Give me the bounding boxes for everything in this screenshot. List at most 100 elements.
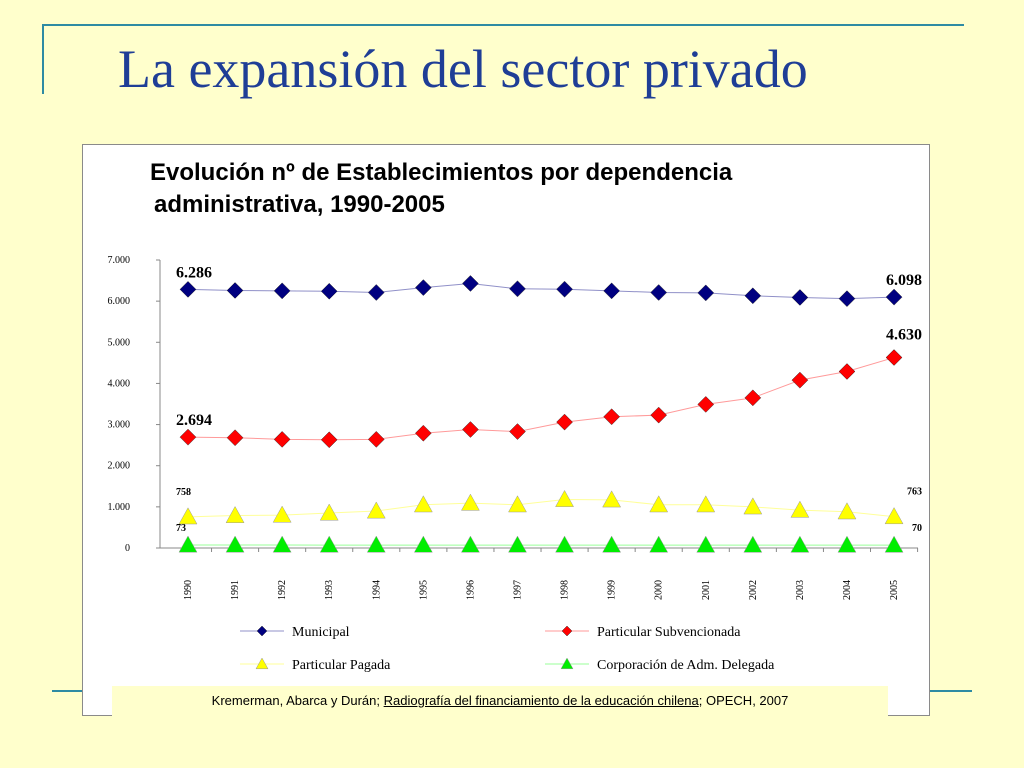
data-point bbox=[366, 535, 386, 553]
x-tick-label: 2002 bbox=[748, 580, 759, 600]
data-point bbox=[460, 493, 480, 511]
y-tick-label: 7.000 bbox=[108, 255, 131, 266]
data-point bbox=[884, 507, 904, 525]
data-label: 70 bbox=[912, 523, 922, 534]
data-point bbox=[460, 535, 480, 553]
x-tick-label: 1992 bbox=[277, 580, 288, 600]
y-tick-label: 2.000 bbox=[108, 461, 131, 472]
y-tick-label: 0 bbox=[125, 543, 130, 554]
data-point bbox=[413, 535, 433, 553]
data-point bbox=[273, 431, 291, 448]
chart-title: Evolución nº de Establecimientos por dep… bbox=[150, 157, 910, 221]
y-tick-label: 6.000 bbox=[108, 296, 131, 307]
data-point bbox=[884, 535, 904, 553]
source-work-link[interactable]: Radiografía del financiamiento de la edu… bbox=[383, 693, 699, 708]
data-label: 758 bbox=[176, 487, 191, 498]
data-point bbox=[885, 288, 903, 306]
data-point bbox=[649, 495, 669, 513]
x-tick-label: 1997 bbox=[512, 580, 523, 600]
x-tick-label: 1993 bbox=[324, 580, 335, 600]
x-tick-label: 1991 bbox=[230, 580, 241, 600]
data-point bbox=[696, 495, 716, 513]
source-rest: ; OPECH, 2007 bbox=[698, 693, 789, 708]
legend-marker bbox=[560, 657, 574, 670]
legend-label: Corporación de Adm. Delegada bbox=[597, 658, 775, 673]
data-point bbox=[509, 423, 526, 440]
x-tick-label: 2003 bbox=[795, 580, 806, 600]
data-point bbox=[743, 535, 763, 553]
series-line-2 bbox=[187, 498, 895, 518]
data-point bbox=[178, 507, 198, 525]
x-tick-label: 1998 bbox=[560, 580, 571, 600]
legend-label: Particular Pagada bbox=[292, 658, 391, 673]
series-line-0 bbox=[187, 282, 895, 300]
data-point bbox=[319, 503, 339, 521]
x-tick-label: 1994 bbox=[371, 580, 382, 600]
data-point bbox=[273, 282, 291, 300]
y-tick-label: 3.000 bbox=[108, 420, 131, 431]
legend-label: Particular Subvencionada bbox=[597, 625, 741, 640]
legend-marker bbox=[561, 625, 573, 637]
chart-panel bbox=[82, 144, 930, 716]
data-label: 763 bbox=[907, 487, 922, 498]
data-point bbox=[697, 284, 715, 302]
data-point bbox=[508, 495, 527, 513]
x-tick-label: 2005 bbox=[889, 580, 900, 600]
data-point bbox=[790, 500, 810, 518]
data-point bbox=[414, 279, 432, 296]
data-point bbox=[603, 408, 620, 426]
legend-marker bbox=[256, 625, 268, 637]
x-tick-label: 2001 bbox=[701, 580, 712, 600]
slide-title: La expansión del sector privado bbox=[118, 39, 808, 99]
legend-label: Municipal bbox=[292, 625, 350, 640]
data-point bbox=[791, 289, 809, 306]
data-label: 4.630 bbox=[886, 327, 922, 344]
data-point bbox=[320, 282, 338, 300]
data-point bbox=[179, 281, 197, 298]
top-rule bbox=[42, 24, 964, 26]
data-point bbox=[226, 282, 244, 299]
data-label: 2.694 bbox=[176, 412, 212, 429]
data-point bbox=[555, 489, 574, 507]
y-tick-label: 4.000 bbox=[108, 378, 131, 389]
data-point bbox=[320, 431, 338, 449]
legend-marker bbox=[255, 657, 269, 670]
x-tick-label: 1996 bbox=[465, 580, 476, 600]
x-tick-label: 2004 bbox=[842, 580, 853, 600]
data-label: 6.286 bbox=[176, 264, 212, 281]
x-tick-label: 1999 bbox=[607, 580, 618, 600]
data-point bbox=[272, 505, 292, 523]
data-point bbox=[556, 280, 573, 298]
data-point bbox=[885, 349, 903, 366]
chart-title-line-1: Evolución nº de Establecimientos por dep… bbox=[150, 159, 733, 186]
x-tick-label: 2000 bbox=[654, 580, 665, 600]
data-point bbox=[509, 280, 526, 298]
x-tick-label: 1990 bbox=[183, 580, 194, 600]
source-authors: Kremerman, Abarca y Durán; bbox=[211, 693, 384, 708]
data-point bbox=[366, 501, 386, 519]
data-point bbox=[272, 535, 292, 553]
data-point bbox=[649, 535, 669, 553]
x-tick-label: 1995 bbox=[418, 580, 429, 600]
data-point bbox=[603, 282, 620, 300]
data-point bbox=[744, 389, 762, 407]
data-point bbox=[414, 424, 432, 442]
data-point bbox=[462, 275, 479, 292]
data-point bbox=[367, 431, 385, 448]
y-tick-label: 5.000 bbox=[108, 337, 131, 348]
data-point bbox=[743, 497, 763, 515]
y-tick-label: 1.000 bbox=[108, 502, 131, 513]
data-point bbox=[178, 535, 198, 553]
data-label: 6.098 bbox=[886, 272, 922, 289]
data-point bbox=[556, 413, 573, 431]
data-point bbox=[413, 495, 433, 513]
data-point bbox=[319, 535, 339, 553]
data-point bbox=[837, 502, 857, 520]
data-point bbox=[508, 535, 527, 553]
data-point bbox=[838, 363, 856, 380]
data-point bbox=[791, 371, 809, 389]
source-citation: Kremerman, Abarca y Durán; Radiografía d… bbox=[112, 686, 888, 716]
data-point bbox=[837, 535, 857, 553]
data-point bbox=[838, 290, 856, 308]
